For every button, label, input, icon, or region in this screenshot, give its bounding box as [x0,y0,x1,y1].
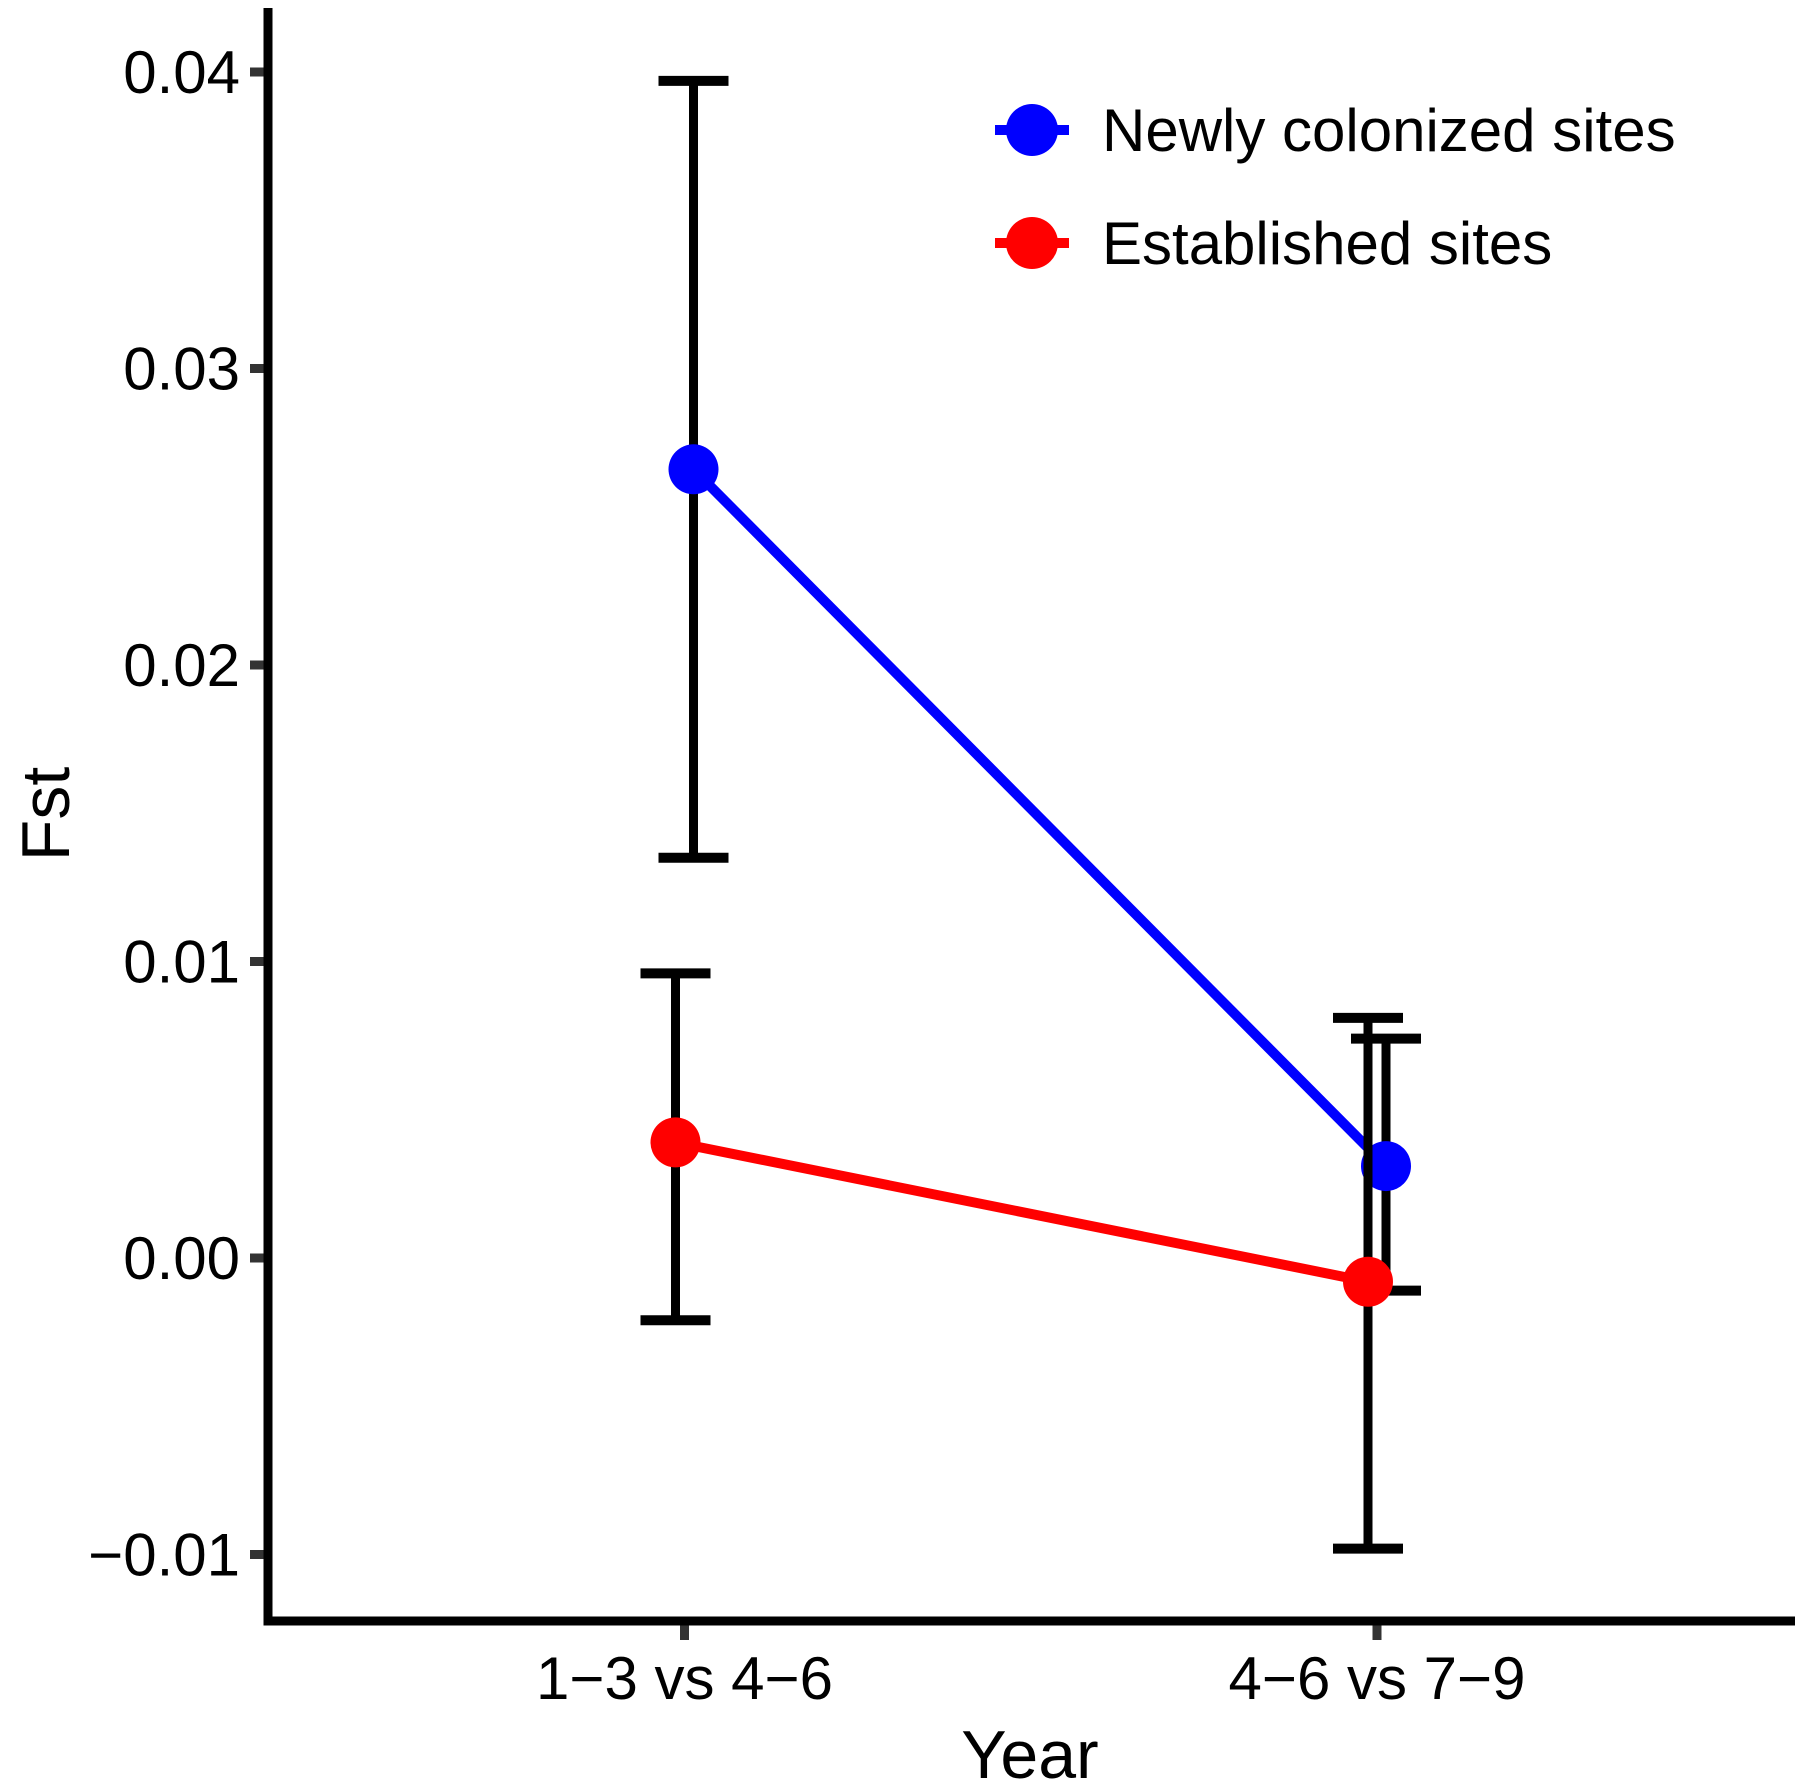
y-axis-title: Fst [8,767,84,862]
legend: Newly colonized sites Established sites [995,97,1676,277]
x-axis-title: Year [961,1717,1098,1786]
legend-label: Established sites [1102,210,1552,277]
y-tick-label: −0.01 [88,1522,240,1589]
y-tick-label: 0.04 [123,39,240,106]
legend-item: Established sites [995,210,1552,277]
x-tick-label: 4−6 vs 7−9 [1229,1645,1526,1712]
y-tick-label: 0.00 [123,1225,240,1292]
data-point [668,444,719,495]
legend-item: Newly colonized sites [995,97,1676,164]
series-newly-colonized [658,75,1421,1296]
series-established [640,968,1403,1554]
x-tick-label: 1−3 vs 4−6 [536,1645,833,1712]
data-point [650,1117,701,1168]
data-point [1361,1141,1411,1192]
series-line [674,1137,1369,1287]
legend-label: Newly colonized sites [1102,97,1676,164]
y-tick-label: 0.02 [123,632,240,699]
y-tick-label: 0.01 [123,929,240,996]
data-point [1343,1256,1393,1307]
y-tick-label: 0.03 [123,336,240,403]
legend-key-point-icon [1006,217,1058,269]
series-line [689,465,1390,1170]
legend-key-point-icon [1006,104,1058,156]
